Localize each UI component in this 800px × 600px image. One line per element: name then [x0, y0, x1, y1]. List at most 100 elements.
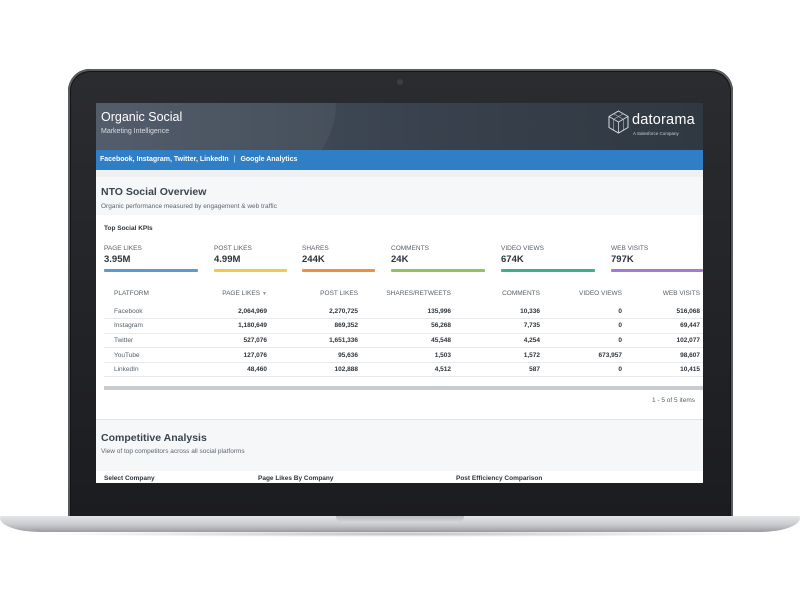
kpi-bar-shares: [302, 269, 375, 272]
table-cell: 95,636: [271, 347, 362, 363]
table-cell: 2,064,969: [204, 304, 271, 320]
brand-name: datorama: [632, 112, 695, 128]
column-header-video-views[interactable]: VIDEO VIEWS: [579, 289, 622, 297]
table-row[interactable]: Twitter 527,076 1,651,336 45,548 4,254 0…: [104, 333, 703, 349]
column-header-comments[interactable]: COMMENTS: [502, 289, 540, 297]
table-cell: 0: [544, 318, 626, 334]
kpi-value: 24K: [391, 254, 409, 265]
cube-logo-icon: [608, 110, 629, 134]
competitive-description: View of top competitors across all socia…: [101, 448, 245, 455]
table-cell: 98,607: [626, 347, 703, 363]
table-cell: 527,076: [204, 333, 271, 349]
table-row[interactable]: LinkedIn 48,460 102,888 4,512 587 0 10,4…: [104, 362, 703, 378]
kpi-label: PAGE LIKES: [104, 245, 142, 252]
column-header-web-visits[interactable]: WEB VISITS: [662, 289, 700, 297]
competitive-analysis-section: Competitive Analysis View of top competi…: [96, 419, 703, 483]
table-cell: 0: [544, 362, 626, 378]
nav-link-social-platforms[interactable]: Facebook, Instagram, Twitter, LinkedIn: [100, 156, 229, 163]
page-title: Organic Social: [101, 110, 183, 124]
kpi-shares[interactable]: SHARES 244K: [302, 245, 329, 265]
table-cell: 1,651,336: [271, 333, 362, 349]
table-row[interactable]: Facebook 2,064,969 2,270,725 135,996 10,…: [104, 304, 703, 320]
kpi-widget: Top Social KPIs PAGE LIKES 3.95M POST LI…: [96, 215, 703, 419]
brand-logo: datorama A Salesforce Company: [608, 108, 703, 144]
table-cell: 4,512: [362, 362, 455, 378]
kpi-value: 674K: [501, 254, 524, 265]
dashboard-content: NTO Social Overview Organic performance …: [96, 170, 703, 219]
table-cell: 10,415: [626, 362, 703, 378]
kpi-post-likes[interactable]: POST LIKES 4.99M: [214, 245, 252, 265]
table-cell: 516,068: [626, 304, 703, 320]
laptop-base: [0, 516, 800, 532]
table-cell: 127,076: [204, 347, 271, 363]
table-cell: 4,254: [455, 333, 544, 349]
camera-icon: [397, 79, 403, 85]
kpi-bar-page-likes: [104, 269, 198, 272]
table-cell: 1,180,649: [204, 318, 271, 334]
competitive-title: Competitive Analysis: [101, 432, 207, 444]
table-cell: 48,460: [204, 362, 271, 378]
kpi-comments[interactable]: COMMENTS 24K: [391, 245, 429, 265]
kpi-row: PAGE LIKES 3.95M POST LIKES 4.99M SHARES…: [104, 245, 703, 279]
overview-title: NTO Social Overview: [101, 186, 207, 198]
table-cell: 587: [455, 362, 544, 378]
table-row[interactable]: Instagram 1,180,649 869,352 56,268 7,735…: [104, 318, 703, 334]
table-cell: 69,447: [626, 318, 703, 334]
overview-description: Organic performance measured by engageme…: [101, 203, 277, 210]
kpi-label: POST LIKES: [214, 245, 252, 252]
brand-tagline: A Salesforce Company: [633, 131, 679, 136]
table-horizontal-scrollbar[interactable]: [104, 386, 703, 390]
app-header: Organic Social Marketing Intelligence da…: [96, 103, 703, 150]
table-cell: 869,352: [271, 318, 362, 334]
kpi-heading: Top Social KPIs: [104, 225, 153, 232]
table-cell: 10,336: [455, 304, 544, 320]
table-cell: 2,270,725: [271, 304, 362, 320]
sort-down-icon[interactable]: ▼: [262, 290, 267, 297]
kpi-bar-video-views: [501, 269, 595, 272]
laptop-shadow: [30, 531, 770, 537]
table-cell: LinkedIn: [104, 362, 204, 378]
table-cell: Facebook: [104, 304, 204, 320]
table-cell: Twitter: [104, 333, 204, 349]
kpi-value: 244K: [302, 254, 325, 265]
table-cell: 102,888: [271, 362, 362, 378]
competitive-widgets-strip: [96, 471, 703, 483]
kpi-label: SHARES: [302, 245, 329, 252]
column-header-shares-retweets[interactable]: SHARES/RETWEETS: [386, 289, 451, 297]
table-pager: 1 - 5 of 5 items: [652, 397, 695, 404]
table-cell: 7,735: [455, 318, 544, 334]
kpi-section: Top Social KPIs PAGE LIKES 3.95M POST LI…: [96, 215, 703, 279]
kpi-video-views[interactable]: VIDEO VIEWS 674K: [501, 245, 544, 265]
platform-table: PLATFORM PAGE LIKES ▼ POST LIKES SHARES/R…: [104, 282, 703, 378]
table-cell: 0: [544, 333, 626, 349]
kpi-label: COMMENTS: [391, 245, 429, 252]
table-cell: 102,077: [626, 333, 703, 349]
table-cell: 673,957: [544, 347, 626, 363]
table-cell: Instagram: [104, 318, 204, 334]
table-header-row: PLATFORM PAGE LIKES ▼ POST LIKES SHARES/R…: [104, 282, 703, 304]
app-screen: Organic Social Marketing Intelligence da…: [96, 103, 703, 483]
column-header-page-likes[interactable]: PAGE LIKES ▼: [204, 282, 271, 304]
column-header-label: PAGE LIKES: [222, 289, 261, 297]
table-cell: 1,572: [455, 347, 544, 363]
table-cell: 0: [544, 304, 626, 320]
kpi-bar-web-visits: [611, 269, 703, 272]
table-cell: 135,996: [362, 304, 455, 320]
table-cell: YouTube: [104, 347, 204, 363]
kpi-value: 4.99M: [214, 254, 241, 265]
post-efficiency-comparison-label: Post Efficiency Comparison: [456, 475, 543, 482]
select-company-label[interactable]: Select Company: [104, 475, 155, 482]
page-likes-by-company-label: Page Likes By Company: [258, 475, 334, 482]
nav-link-google-analytics[interactable]: Google Analytics: [240, 156, 298, 163]
table-cell: 56,268: [362, 318, 455, 334]
kpi-page-likes[interactable]: PAGE LIKES 3.95M: [104, 245, 142, 265]
kpi-web-visits[interactable]: WEB VISITS 797K: [611, 245, 648, 265]
kpi-bar-post-likes: [214, 269, 287, 272]
column-header-post-likes[interactable]: POST LIKES: [320, 289, 358, 297]
kpi-value: 3.95M: [104, 254, 131, 265]
table-row[interactable]: YouTube 127,076 95,636 1,503 1,572 673,9…: [104, 347, 703, 363]
column-header-platform[interactable]: PLATFORM: [114, 289, 149, 297]
nav-separator: |: [233, 156, 236, 163]
kpi-label: VIDEO VIEWS: [501, 245, 544, 252]
kpi-bar-comments: [391, 269, 485, 272]
